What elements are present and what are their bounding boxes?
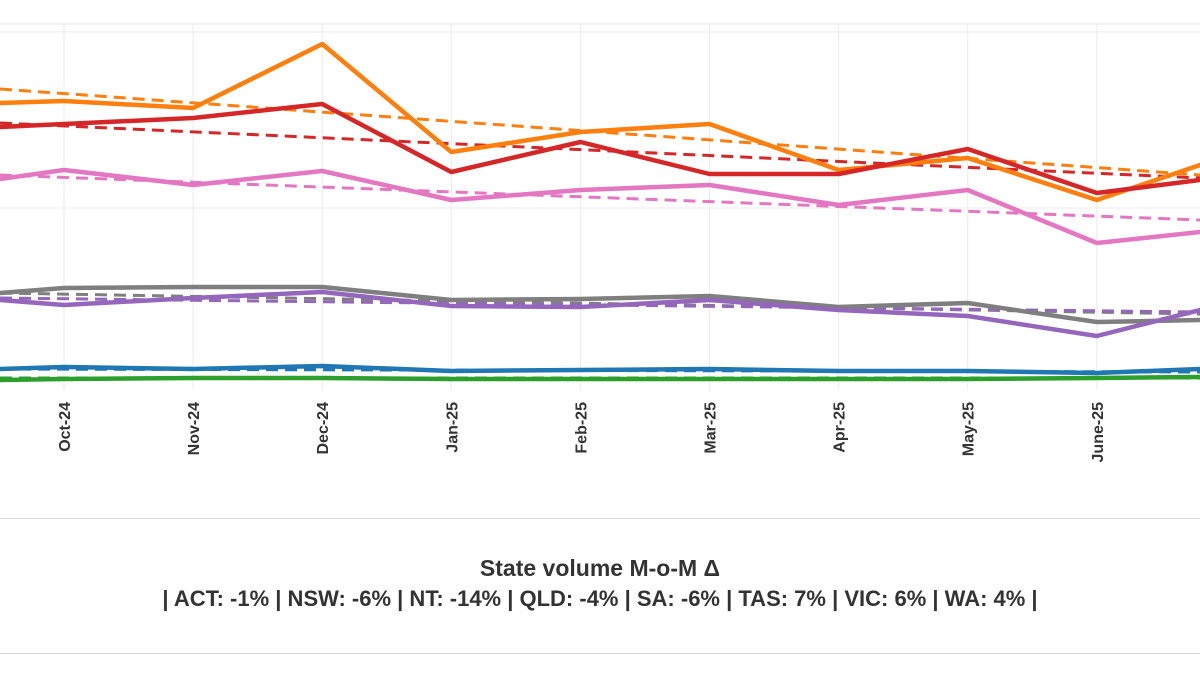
- x-tick-label: Nov-24: [186, 402, 203, 455]
- line-chart: Oct-24 Nov-24 Dec-24 Jan-25 Feb-25 Mar-25 Apr-…: [0, 23, 1200, 463]
- x-tick-label: Apr-25: [832, 402, 849, 453]
- series-line-orange: [0, 41, 1200, 203]
- chart-divider: [0, 518, 1200, 519]
- series-line-pink: [0, 167, 1200, 246]
- x-tick-label: May-25: [961, 402, 978, 456]
- caption-title: State volume M-o-M Δ: [479, 555, 721, 581]
- series-line-blue: [0, 363, 1200, 376]
- trend-line-red: [0, 121, 1200, 180]
- series-line-red: [0, 101, 1200, 196]
- chart-svg: Oct-24 Nov-24 Dec-24 Jan-25 Feb-25 Mar-25 Apr-…: [0, 23, 1200, 463]
- series-line-purple: [0, 289, 1200, 339]
- series-line-gray: [0, 284, 1200, 325]
- x-tick-label: Feb-25: [573, 402, 590, 454]
- x-tick-label: June-25: [1090, 402, 1107, 463]
- caption-subtitle: | ACT: -1% | NSW: -6% | NT: -14% | QLD: …: [162, 586, 1038, 611]
- x-tick-label: Jan-25: [444, 402, 461, 453]
- series-line-green: [0, 374, 1200, 383]
- chart-caption: State volume M-o-M Δ | ACT: -1% | NSW: -…: [0, 552, 1200, 614]
- x-tick-label: Mar-25: [703, 402, 720, 454]
- footer-divider: [0, 653, 1200, 654]
- x-tick-label: Oct-24: [57, 402, 74, 452]
- x-tick-label: Dec-24: [315, 402, 332, 455]
